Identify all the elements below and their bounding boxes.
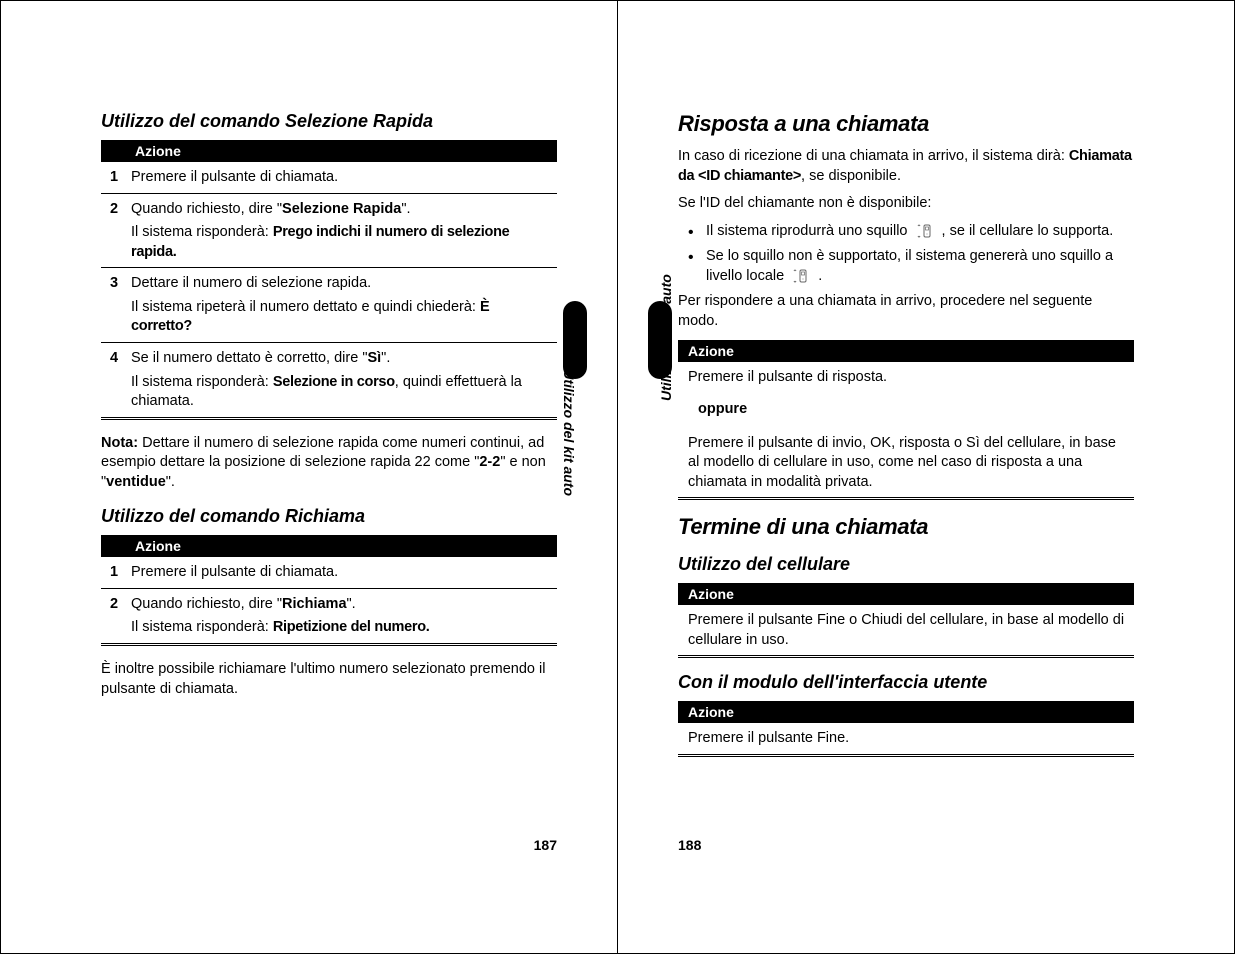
ring-icon bbox=[792, 269, 810, 283]
step-text: Quando richiesto, dire "Richiama". Il si… bbox=[127, 588, 557, 644]
heading-end-call: Termine di una chiamata bbox=[678, 514, 1134, 540]
step-text: Se il numero dettato è corretto, dire "S… bbox=[127, 342, 557, 418]
list-item: Il sistema riprodurrà uno squillo , se i… bbox=[706, 222, 1134, 242]
bullet-list: Il sistema riprodurrà uno squillo , se i… bbox=[678, 222, 1134, 287]
intro-text: In caso di ricezione di una chiamata in … bbox=[678, 147, 1134, 186]
col-num bbox=[101, 140, 127, 162]
step-text: Premere il pulsante di chiamata. bbox=[127, 162, 557, 193]
step-num: 4 bbox=[101, 342, 127, 418]
page-left: Utilizzo del kit auto Utilizzo del coman… bbox=[1, 1, 618, 953]
heading-using-phone: Utilizzo del cellulare bbox=[678, 554, 1134, 575]
list-item: Se lo squillo non è supportato, il siste… bbox=[706, 247, 1134, 286]
table-row: 1 Premere il pulsante di chiamata. bbox=[101, 557, 557, 588]
step-text: Premere il pulsante di invio, OK, rispos… bbox=[678, 428, 1134, 499]
step-num: 2 bbox=[101, 588, 127, 644]
table-row: 4 Se il numero dettato è corretto, dire … bbox=[101, 342, 557, 418]
page-spread: Utilizzo del kit auto Utilizzo del coman… bbox=[0, 0, 1235, 954]
table-row: 2 Quando richiesto, dire "Richiama". Il … bbox=[101, 588, 557, 644]
col-action: Azione bbox=[678, 340, 1134, 362]
ring-icon bbox=[916, 224, 934, 238]
page-number-right: 188 bbox=[678, 837, 701, 853]
heading-using-ui-module: Con il modulo dell'interfaccia utente bbox=[678, 672, 1134, 693]
step-text: Quando richiesto, dire "Selezione Rapida… bbox=[127, 193, 557, 268]
table-row: Premere il pulsante Fine. bbox=[678, 723, 1134, 755]
step-num: 2 bbox=[101, 193, 127, 268]
step-num: 3 bbox=[101, 268, 127, 343]
col-action: Azione bbox=[127, 140, 557, 162]
step-text: Dettare il numero di selezione rapida. I… bbox=[127, 268, 557, 343]
action-table-end-ui: Azione Premere il pulsante Fine. bbox=[678, 701, 1134, 757]
step-text: Premere il pulsante Fine o Chiudi del ce… bbox=[678, 605, 1134, 657]
page-right: Utilizzo del kit auto Risposta a una chi… bbox=[618, 1, 1234, 953]
col-num bbox=[101, 535, 127, 557]
footnote-redial: È inoltre possibile richiamare l'ultimo … bbox=[101, 660, 557, 699]
step-num: 1 bbox=[101, 557, 127, 588]
intro-line2: Se l'ID del chiamante non è disponibile: bbox=[678, 194, 1134, 214]
table-row: 2 Quando richiesto, dire "Selezione Rapi… bbox=[101, 193, 557, 268]
step-text: Premere il pulsante di chiamata. bbox=[127, 557, 557, 588]
side-label-right: Utilizzo del kit auto bbox=[658, 274, 674, 401]
table-row: 1 Premere il pulsante di chiamata. bbox=[101, 162, 557, 193]
side-label-left: Utilizzo del kit auto bbox=[561, 369, 577, 496]
action-table-redial: Azione 1 Premere il pulsante di chiamata… bbox=[101, 535, 557, 646]
action-table-speed-dial: Azione 1 Premere il pulsante di chiamata… bbox=[101, 140, 557, 420]
table-row: Premere il pulsante di invio, OK, rispos… bbox=[678, 428, 1134, 499]
heading-redial: Utilizzo del comando Richiama bbox=[101, 506, 557, 527]
table-row: Premere il pulsante Fine o Chiudi del ce… bbox=[678, 605, 1134, 657]
col-action: Azione bbox=[127, 535, 557, 557]
page-number-left: 187 bbox=[534, 837, 557, 853]
thumb-tab-left bbox=[563, 301, 587, 379]
note-speed-dial: Nota: Dettare il numero di selezione rap… bbox=[101, 434, 557, 493]
intro-line3: Per rispondere a una chiamata in arrivo,… bbox=[678, 292, 1134, 331]
col-action: Azione bbox=[678, 583, 1134, 605]
col-action: Azione bbox=[678, 701, 1134, 723]
table-row: Premere il pulsante di risposta. bbox=[678, 362, 1134, 393]
action-table-end-phone: Azione Premere il pulsante Fine o Chiudi… bbox=[678, 583, 1134, 658]
step-text: Premere il pulsante Fine. bbox=[678, 723, 1134, 755]
step-num: 1 bbox=[101, 162, 127, 193]
heading-speed-dial: Utilizzo del comando Selezione Rapida bbox=[101, 111, 557, 132]
action-table-answer: Azione Premere il pulsante di risposta. … bbox=[678, 340, 1134, 501]
heading-answer-call: Risposta a una chiamata bbox=[678, 111, 1134, 137]
table-row: 3 Dettare il numero di selezione rapida.… bbox=[101, 268, 557, 343]
oppure-label: oppure bbox=[678, 400, 1134, 420]
table-row: oppure bbox=[678, 392, 1134, 428]
step-text: Premere il pulsante di risposta. bbox=[678, 362, 1134, 393]
